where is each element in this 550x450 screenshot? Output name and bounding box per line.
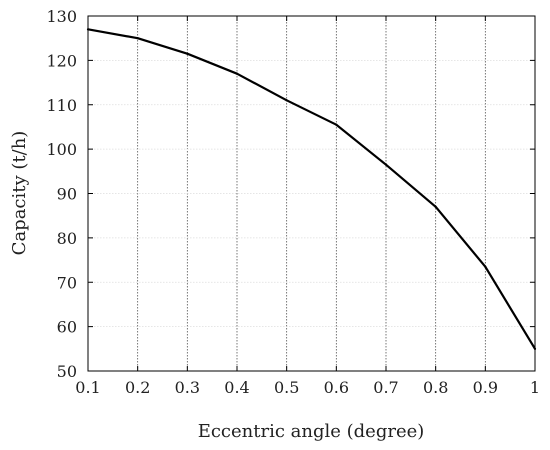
capacity-series-line xyxy=(87,28,536,350)
y-axis-label: Capacity (t/h) xyxy=(9,131,30,256)
y-tick-label: 100 xyxy=(46,140,77,159)
x-tick-label: 0.2 xyxy=(125,378,150,397)
y-tick-labels: 50 60 70 80 90 100 110 120 130 xyxy=(46,7,77,381)
x-tick-label: 0.5 xyxy=(274,378,299,397)
grid-lines xyxy=(88,16,535,371)
data-point xyxy=(533,347,537,350)
data-point xyxy=(434,205,437,208)
data-point xyxy=(335,123,338,126)
data-point xyxy=(86,28,90,31)
y-tick-label: 90 xyxy=(57,185,77,204)
data-point xyxy=(384,163,388,166)
y-tick-label: 130 xyxy=(46,7,77,26)
y-tick-label: 80 xyxy=(57,229,77,248)
y-tick-label: 110 xyxy=(46,96,77,115)
x-axis-label: Eccentric angle (degree) xyxy=(198,421,425,442)
x-tick-label: 0.6 xyxy=(324,378,349,397)
series-layer xyxy=(86,28,537,350)
y-tick-label: 120 xyxy=(46,51,77,70)
x-tick-label: 0.8 xyxy=(423,378,448,397)
data-point xyxy=(235,72,239,75)
x-tick-label: 0.3 xyxy=(175,378,200,397)
x-tick-label: 0.9 xyxy=(473,378,498,397)
y-tick-label: 70 xyxy=(57,273,77,292)
y-tick-label: 50 xyxy=(57,362,77,381)
y-tick-label: 60 xyxy=(57,318,77,337)
data-point xyxy=(186,52,189,55)
data-point xyxy=(484,265,487,268)
data-point xyxy=(136,37,139,40)
x-tick-label: 0.4 xyxy=(224,378,249,397)
x-tick-label: 1 xyxy=(530,378,540,397)
x-tick-labels: 0.1 0.2 0.3 0.4 0.5 0.6 0.7 0.8 0.9 1 xyxy=(75,378,540,397)
x-tick-label: 0.1 xyxy=(75,378,100,397)
data-point xyxy=(285,99,288,102)
axis-ticks xyxy=(87,15,536,372)
x-tick-label: 0.7 xyxy=(373,378,398,397)
